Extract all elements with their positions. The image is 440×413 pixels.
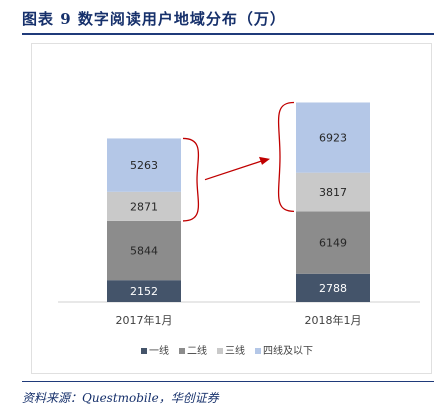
bar-segment-2-4 [296,102,370,173]
legend-swatch-4 [255,348,261,354]
data-label-2-1: 2788 [319,282,347,295]
data-label-1-2: 5844 [130,245,158,258]
growth-arrow-shaft [204,160,263,181]
bracket-2017 [182,137,200,222]
bar-segment-2-3 [296,172,370,212]
legend-swatch-1 [141,348,147,354]
legend-label-1: 一线 [149,344,169,357]
data-label-1-3: 2871 [130,200,158,213]
legend-label-2: 二线 [187,344,207,357]
bar-segment-2-1 [296,273,370,302]
plot-frame [31,43,432,374]
data-label-1-4: 5263 [130,159,158,172]
x-tick-label-1: 2017年1月 [116,313,173,327]
chart-title: 图表 9 数字阅读用户地域分布（万） [22,10,286,28]
legend-label-3: 三线 [225,344,245,357]
title-underline [22,33,434,35]
bar-segment-1-4 [107,138,181,192]
data-label-2-4: 6923 [319,132,347,145]
data-label-1-1: 2152 [130,285,158,298]
growth-arrow-head [259,156,270,165]
legend-swatch-3 [217,348,223,354]
bar-segment-1-2 [107,220,181,281]
legend-label-4: 四线及以下 [263,344,313,357]
data-label-2-2: 6149 [319,237,347,250]
bracket-2018 [277,101,295,213]
source-note: 资料来源：Questmobile，华创证券 [22,391,219,405]
bar-segment-1-3 [107,191,181,221]
bar-segment-1-1 [107,280,181,302]
x-tick-label-2: 2018年1月 [305,313,362,327]
data-label-2-3: 3817 [319,186,347,199]
bar-segment-2-2 [296,211,370,274]
legend-swatch-2 [179,348,185,354]
source-divider [22,381,434,382]
